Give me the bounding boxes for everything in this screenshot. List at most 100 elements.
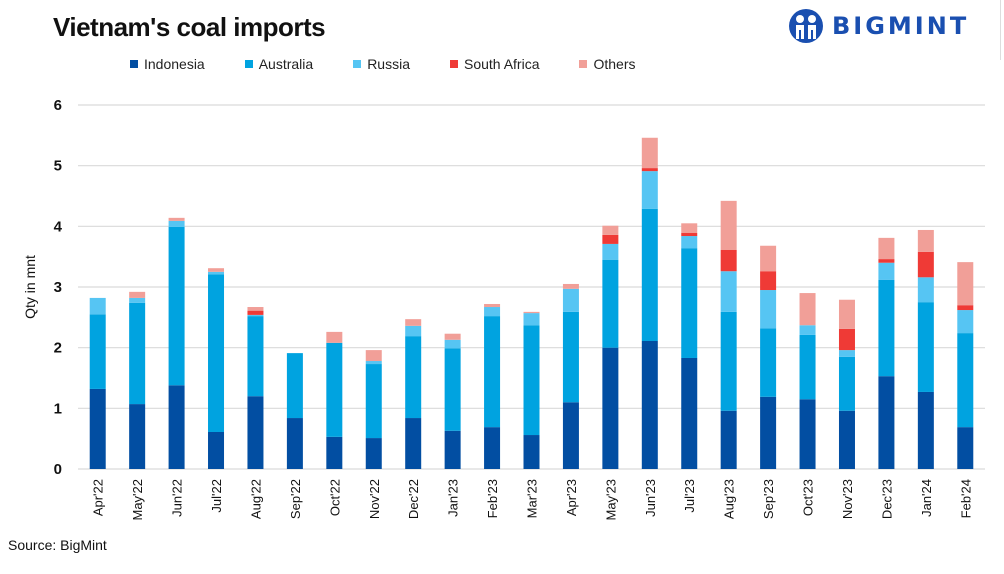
x-tick-label: Oct'22 — [327, 479, 342, 516]
bar-segment-south-africa — [838, 328, 855, 351]
bar-segment-indonesia — [562, 402, 579, 469]
x-tick-label: Sep'22 — [288, 479, 303, 519]
bar-segment-indonesia — [129, 404, 146, 469]
legend-item: Others — [579, 56, 636, 72]
legend-label: Australia — [258, 56, 314, 72]
people-logo-icon — [789, 9, 823, 43]
bar-stack — [641, 137, 658, 469]
bar-segment-australia — [89, 314, 106, 389]
bar-segment-australia — [957, 333, 974, 428]
x-tick-label: Jul'22 — [209, 479, 224, 513]
bar-segment-others — [405, 319, 422, 326]
bar-segment-others — [957, 262, 974, 306]
bar-segment-others — [602, 225, 619, 235]
legend-label: South Africa — [463, 56, 540, 72]
bar-segment-others — [247, 307, 264, 311]
bar-segment-indonesia — [641, 340, 658, 469]
bar-segment-russia — [760, 290, 777, 329]
bar-segment-australia — [641, 208, 658, 341]
bar-segment-australia — [838, 356, 855, 411]
bar-segment-australia — [799, 334, 816, 400]
x-tick-label: May'23 — [603, 479, 618, 521]
bar-segment-indonesia — [247, 396, 264, 469]
legend-label: Indonesia — [144, 56, 205, 72]
y-tick-label: 0 — [54, 461, 62, 478]
bar-segment-russia — [681, 236, 698, 249]
bar-segment-indonesia — [484, 427, 501, 469]
bar-segment-indonesia — [602, 347, 619, 469]
bar-stack — [405, 319, 422, 469]
bar-stack — [957, 262, 974, 469]
bar-stack — [326, 331, 343, 469]
bar-stack — [286, 353, 303, 469]
bar-segment-south-africa — [917, 251, 934, 278]
bar-segment-australia — [365, 364, 382, 439]
bar-segment-others — [444, 333, 461, 340]
bar-segment-south-africa — [641, 168, 658, 172]
bar-stack — [444, 333, 461, 469]
legend-swatch — [449, 60, 458, 68]
bar-segment-south-africa — [760, 271, 777, 291]
legend-item: South Africa — [449, 56, 540, 72]
bar-segment-others — [917, 229, 934, 252]
bar-segment-indonesia — [405, 418, 422, 469]
x-tick-label: Jul'23 — [682, 479, 697, 513]
y-tick-label: 6 — [54, 97, 62, 114]
bar-segment-indonesia — [838, 410, 855, 469]
x-tick-label: Mar'23 — [525, 479, 540, 518]
legend-item: Russia — [353, 56, 410, 72]
bar-stack — [168, 217, 185, 469]
bar-segment-others — [129, 291, 146, 298]
x-tick-label: Feb'24 — [958, 479, 973, 518]
x-tick-label: Sep'23 — [761, 479, 776, 519]
bar-segment-russia — [838, 350, 855, 357]
y-tick-label: 3 — [54, 279, 62, 296]
bar-stack — [878, 237, 895, 469]
bar-segment-others — [168, 217, 185, 221]
divider — [1000, 0, 1001, 60]
bar-segment-russia — [878, 262, 895, 280]
x-tick-label: Jun'23 — [643, 479, 658, 517]
source-note: Source: BigMint — [8, 537, 107, 553]
x-tick-label: Jun'22 — [170, 479, 185, 517]
bar-stack — [247, 307, 264, 469]
bar-segment-indonesia — [957, 427, 974, 469]
bar-segment-australia — [444, 348, 461, 431]
bar-segment-russia — [247, 314, 264, 317]
bar-segment-australia — [484, 316, 501, 428]
bar-segment-indonesia — [89, 388, 106, 469]
bar-segment-australia — [208, 274, 225, 432]
bar-segment-australia — [326, 342, 343, 437]
x-tick-label: May'22 — [130, 479, 145, 521]
x-tick-label: Aug'23 — [722, 479, 737, 519]
bar-segment-russia — [917, 277, 934, 303]
logo-text: BIGMINT — [832, 12, 970, 40]
bar-stack — [365, 350, 382, 469]
bar-segment-russia — [89, 297, 106, 315]
bar-segment-south-africa — [720, 249, 737, 272]
x-tick-label: Oct'23 — [801, 479, 816, 516]
bar-segment-indonesia — [917, 391, 934, 469]
x-tick-label: Dec'23 — [879, 479, 894, 519]
bar-segment-australia — [405, 336, 422, 419]
y-tick-label: 1 — [54, 400, 62, 417]
bar-segment-others — [562, 283, 579, 289]
bar-segment-others — [838, 299, 855, 329]
bar-stack — [523, 311, 540, 469]
bar-stack — [917, 229, 934, 469]
bar-segment-south-africa — [681, 233, 698, 237]
legend-swatch — [244, 60, 253, 68]
x-tick-label: Jan'23 — [446, 479, 461, 517]
bar-segment-russia — [168, 220, 185, 227]
bar-segment-australia — [129, 302, 146, 405]
x-tick-label: Nov'23 — [840, 479, 855, 519]
x-tick-label: Feb'23 — [485, 479, 500, 518]
bar-segment-indonesia — [208, 431, 225, 469]
bar-segment-others — [484, 303, 501, 308]
bar-segment-russia — [602, 243, 619, 260]
bar-segment-russia — [405, 325, 422, 337]
bar-stack — [129, 291, 146, 469]
bar-segment-others — [799, 293, 816, 326]
bar-segment-australia — [760, 328, 777, 397]
bar-segment-russia — [799, 325, 816, 335]
